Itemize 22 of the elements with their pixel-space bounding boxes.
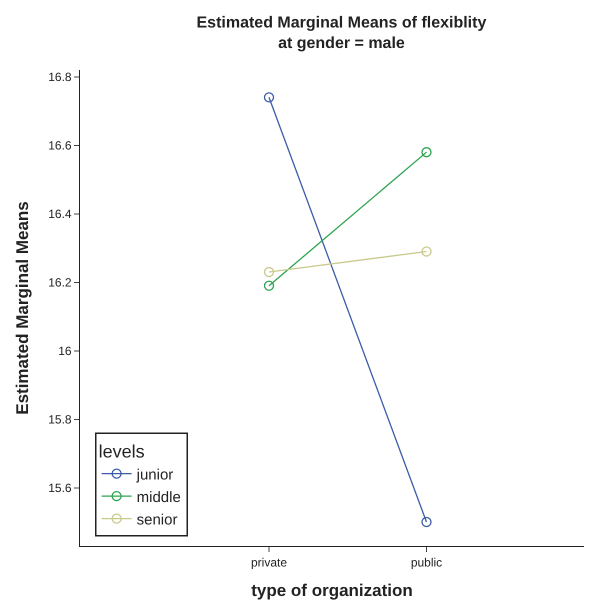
point — [264, 92, 274, 103]
legend-label: middle — [136, 488, 181, 506]
legend-title: levels — [98, 441, 145, 462]
y-tick-label: 16.6 — [48, 138, 72, 153]
x-tick-label: private — [250, 555, 288, 570]
point — [421, 516, 432, 528]
y-tick-label: 16.2 — [48, 276, 72, 290]
point — [264, 266, 274, 278]
y-tick-label: 16.4 — [48, 207, 72, 222]
point — [264, 280, 274, 291]
point — [421, 147, 432, 158]
y-axis-title: Estimated Marginal Means — [12, 201, 32, 415]
legend-label: senior — [136, 511, 178, 528]
x-tick-label: public — [410, 555, 442, 570]
point — [421, 246, 432, 257]
x-axis-title: type of organization — [251, 580, 413, 600]
legend-label: junior — [136, 466, 174, 484]
chart-title: Estimated Marginal Means of flexiblity at gender = male — [196, 14, 486, 52]
y-tick-label: 16.8 — [48, 70, 72, 84]
y-tick-label: 15.6 — [48, 480, 72, 495]
y-tick-label: 15.8 — [48, 412, 72, 426]
y-tick-label: 16 — [58, 344, 72, 358]
